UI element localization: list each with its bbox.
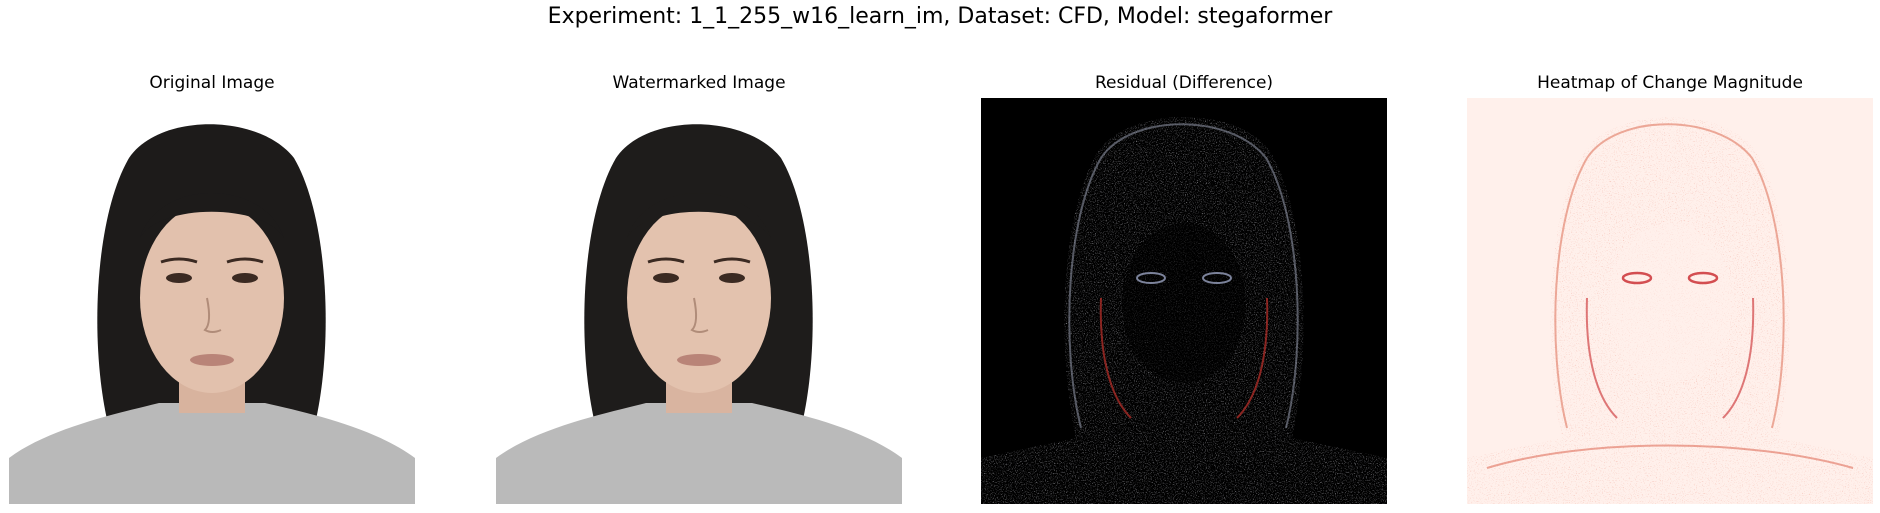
residual-graphic [981,98,1387,504]
panel-title-heatmap: Heatmap of Change Magnitude [1537,73,1803,93]
heatmap-image [1467,98,1873,504]
original-portrait-graphic [9,98,415,504]
residual-image [981,98,1387,504]
heatmap-graphic [1467,98,1873,504]
panel-title-original: Original Image [149,73,275,93]
watermarked-portrait-graphic [496,98,902,504]
figure-title: Experiment: 1_1_255_w16_learn_im, Datase… [547,4,1333,29]
panel-title-residual: Residual (Difference) [1094,73,1274,93]
watermarked-image [496,98,902,504]
original-image [9,98,415,504]
panel-title-watermarked: Watermarked Image [612,73,786,93]
